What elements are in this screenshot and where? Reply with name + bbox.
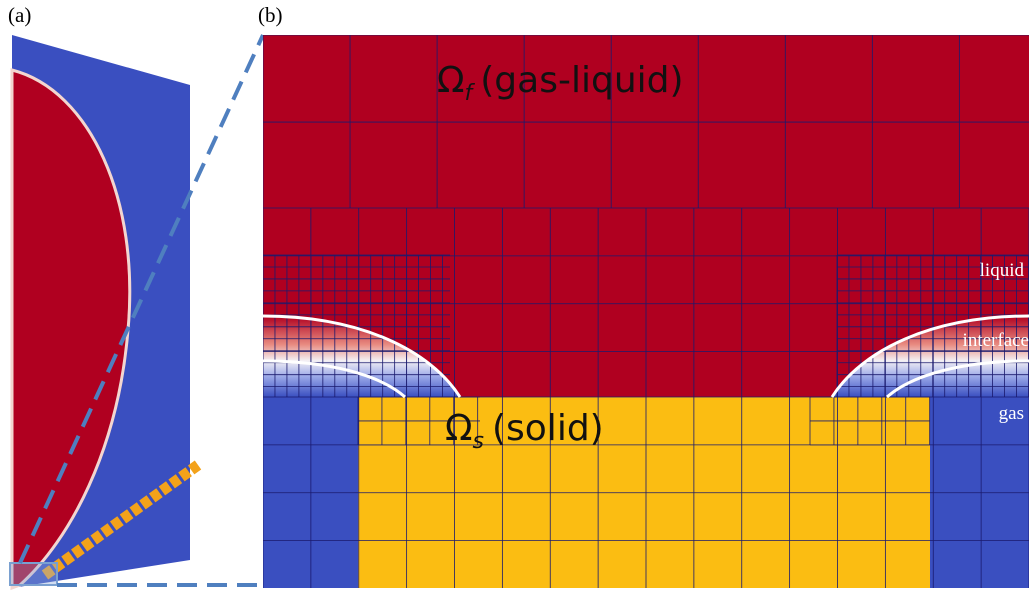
zoom-box: [10, 563, 57, 585]
liquid-label: liquid: [980, 260, 1025, 281]
gas-label: gas: [999, 403, 1024, 424]
panel-label: (b): [258, 3, 283, 27]
figure: (a) (b) Ωf(gas-liquid) Ωs(solid) liquid …: [0, 0, 1029, 591]
panel-label: (a): [8, 3, 31, 27]
interface-label: interface: [963, 330, 1029, 351]
solid-label: Ωs(solid): [445, 408, 604, 454]
